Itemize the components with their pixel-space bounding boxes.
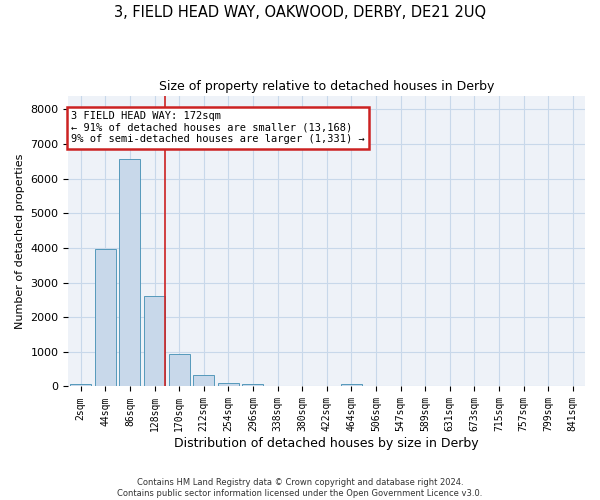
Text: 3 FIELD HEAD WAY: 172sqm
← 91% of detached houses are smaller (13,168)
9% of sem: 3 FIELD HEAD WAY: 172sqm ← 91% of detach…: [71, 111, 365, 144]
Bar: [193, 375, 214, 386]
Bar: [95, 248, 116, 386]
Bar: [341, 384, 362, 386]
Bar: [242, 384, 263, 386]
X-axis label: Distribution of detached houses by size in Derby: Distribution of detached houses by size …: [175, 437, 479, 450]
Text: 3, FIELD HEAD WAY, OAKWOOD, DERBY, DE21 2UQ: 3, FIELD HEAD WAY, OAKWOOD, DERBY, DE21 …: [114, 5, 486, 20]
Bar: [144, 296, 165, 386]
Y-axis label: Number of detached properties: Number of detached properties: [15, 154, 25, 328]
Title: Size of property relative to detached houses in Derby: Size of property relative to detached ho…: [159, 80, 494, 93]
Bar: [218, 382, 239, 386]
Bar: [70, 384, 91, 386]
Bar: [169, 354, 190, 386]
Bar: [119, 158, 140, 386]
Text: Contains HM Land Registry data © Crown copyright and database right 2024.
Contai: Contains HM Land Registry data © Crown c…: [118, 478, 482, 498]
